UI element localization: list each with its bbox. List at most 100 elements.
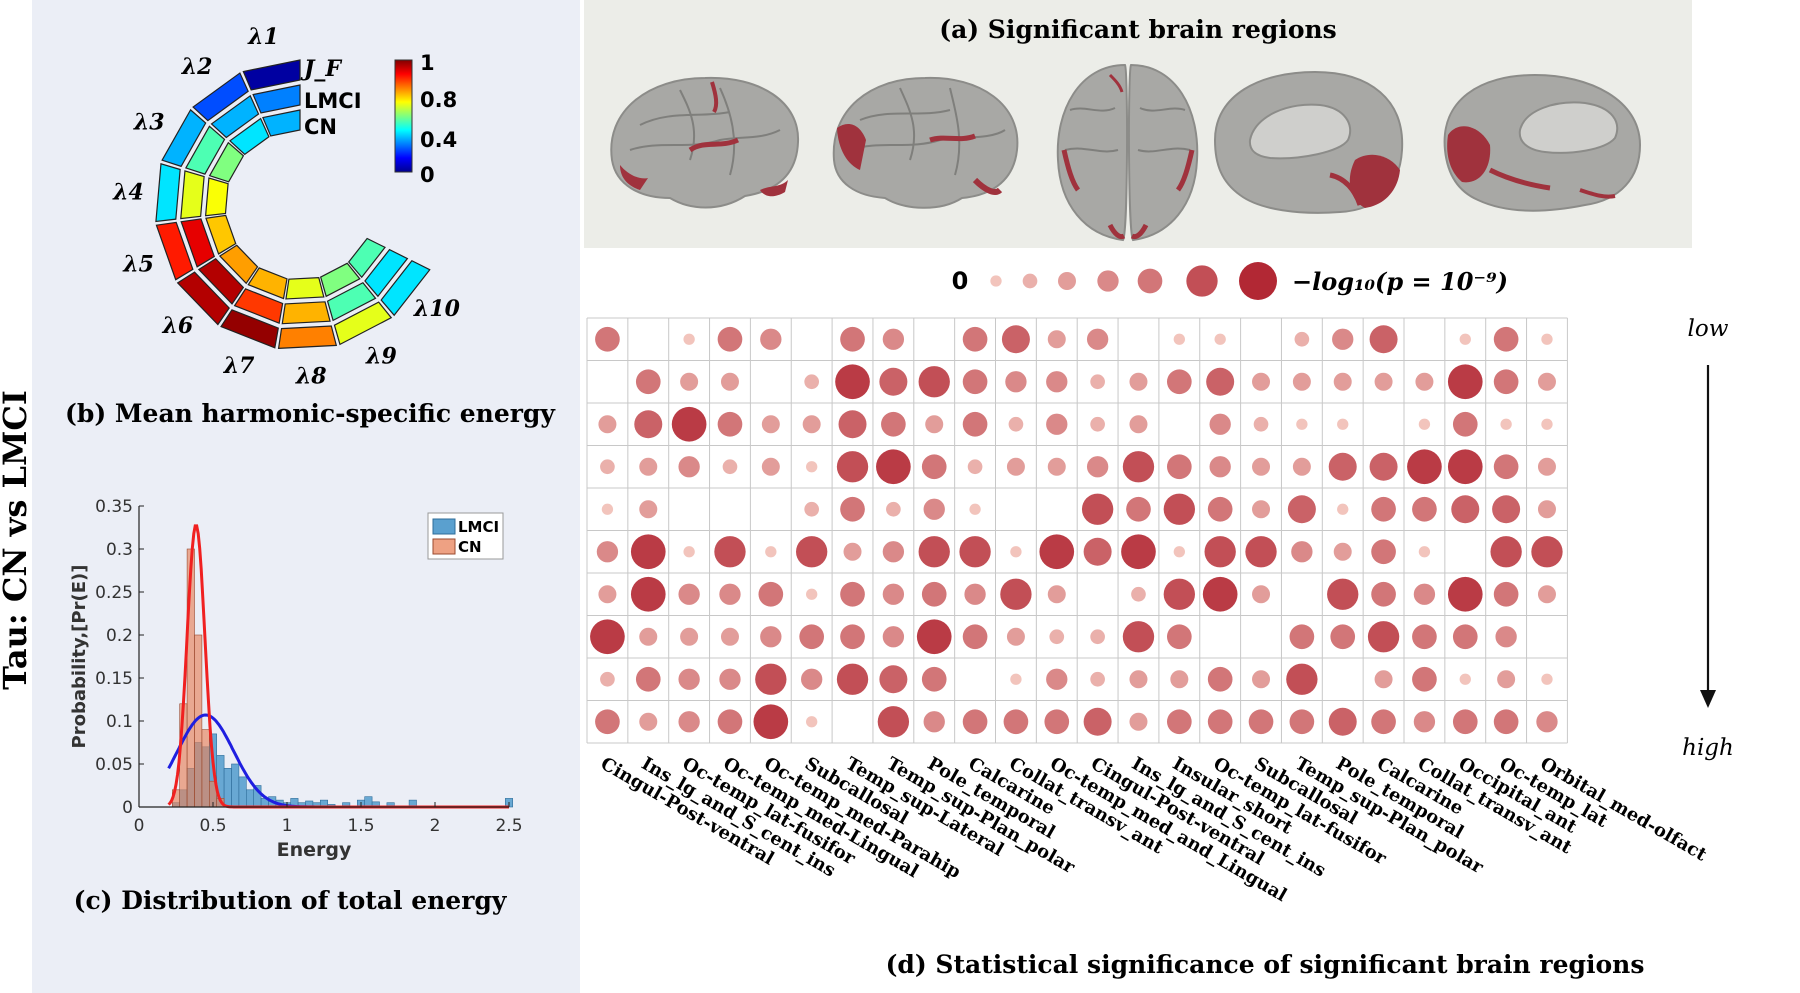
dot-r10-c15 — [1166, 709, 1192, 735]
dot-r5-c10 — [969, 503, 981, 515]
y-axis-label: Probability,[Pr(E)] — [69, 565, 90, 749]
dot-r5-c6 — [804, 501, 820, 517]
dot-r10-c13 — [1083, 707, 1112, 736]
size-legend-dot-7 — [1239, 262, 1277, 300]
dot-r4-c5 — [761, 457, 780, 476]
dot-r4-c3 — [678, 456, 700, 478]
dot-r6-c2 — [630, 534, 666, 570]
dot-r2-c18 — [1292, 372, 1311, 391]
harmonic-labels: λ1 λ2 λ3 λ4 λ5 λ6 λ7 λ8 λ9 λ10 — [112, 24, 461, 390]
dot-r3-c3 — [671, 406, 707, 442]
dot-r8-c22 — [1452, 624, 1478, 650]
dot-r6-c4 — [714, 536, 746, 568]
ring-segment-jf-4 — [155, 163, 181, 223]
dot-r10-c5 — [753, 704, 789, 740]
dot-r9-c18 — [1286, 663, 1318, 695]
dot-r10-c14 — [1129, 712, 1148, 731]
dot-r8-c10 — [962, 624, 988, 650]
dot-r2-c17 — [1252, 372, 1271, 391]
dot-r7-c6 — [806, 588, 818, 600]
harmonic-label-3: λ3 — [133, 109, 165, 135]
dot-r2-c8 — [879, 367, 908, 396]
dot-r3-c19 — [1337, 418, 1349, 430]
dot-r5-c1 — [601, 503, 614, 515]
dot-r1-c19 — [1332, 328, 1354, 350]
dot-r5-c18 — [1287, 495, 1316, 524]
dot-r8-c13 — [1090, 629, 1105, 645]
dot-r7-c8 — [882, 583, 905, 605]
dot-r7-c14 — [1131, 586, 1146, 602]
dot-r10-c21 — [1413, 711, 1436, 733]
dot-r8-c23 — [1495, 626, 1517, 648]
dot-r1-c5 — [760, 328, 782, 350]
dot-r2-c22 — [1447, 364, 1483, 400]
dot-r4-c12 — [1047, 457, 1066, 476]
dot-r2-c24 — [1537, 372, 1556, 391]
y-tick-label-3: 0.15 — [95, 669, 133, 689]
dot-r1-c16 — [1214, 333, 1226, 345]
ring-segment-lmci-4 — [180, 170, 205, 220]
brain-dorsal — [1056, 63, 1199, 242]
dot-r6-c21 — [1418, 546, 1431, 558]
ring-segment-jf-6 — [176, 271, 230, 326]
ring-segment-cn-3 — [208, 141, 245, 183]
dot-r4-c4 — [722, 459, 738, 475]
dot-r10-c20 — [1371, 709, 1396, 735]
dot-r3-c16 — [1209, 413, 1231, 435]
dot-r7-c21 — [1413, 583, 1436, 605]
ring-segment-jf-1 — [242, 59, 301, 91]
dot-r8-c1 — [590, 619, 625, 655]
dot-r3-c9 — [925, 415, 944, 434]
dot-r5-c20 — [1371, 496, 1396, 522]
dot-r8-c20 — [1367, 621, 1400, 653]
ring-segment-jf-9 — [333, 301, 393, 346]
panel-b-caption: (b) Mean harmonic-specific energy — [65, 399, 556, 428]
dot-r5-c15 — [1163, 493, 1195, 525]
dot-r6-c20 — [1371, 539, 1396, 565]
dot-r10-c2 — [639, 712, 658, 731]
dot-r8-c14 — [1122, 621, 1155, 653]
ring-segment-cn-9 — [319, 262, 361, 298]
lmci-bar-24 — [364, 796, 373, 808]
panel-d-caption: (d) Statistical significance of signific… — [886, 950, 1645, 979]
dot-r7-c23 — [1493, 581, 1519, 607]
dot-r4-c13 — [1086, 456, 1109, 478]
x-tick-label-5: 2.5 — [495, 816, 522, 836]
dot-r9-c15 — [1170, 670, 1189, 689]
harmonic-label-8: λ8 — [295, 364, 327, 390]
y-tick-label-4: 0.2 — [106, 626, 133, 646]
dot-r8-c5 — [760, 626, 782, 648]
dot-r3-c2 — [634, 410, 663, 439]
dot-r7-c22 — [1447, 576, 1483, 612]
dot-r9-c24 — [1541, 673, 1553, 685]
row-label-high: high — [1682, 735, 1734, 761]
dot-r9-c11 — [1010, 673, 1022, 685]
dot-r9-c21 — [1412, 666, 1437, 692]
dot-r9-c1 — [600, 671, 615, 687]
dot-r4-c7 — [836, 451, 869, 483]
lmci-bar-7 — [223, 767, 232, 808]
ring-segment-lmci-9 — [326, 281, 377, 322]
ring-segment-cn-1 — [262, 109, 301, 137]
y-tick-label-6: 0.3 — [106, 540, 133, 560]
harmonic-ring — [155, 59, 431, 350]
dot-r10-c23 — [1493, 709, 1519, 735]
dot-r6-c11 — [1010, 546, 1022, 558]
ring-segment-jf-5 — [155, 221, 194, 281]
dot-r4-c20 — [1369, 452, 1398, 481]
size-legend-zero: 0 — [952, 267, 969, 295]
dot-r8-c18 — [1289, 624, 1315, 650]
dot-r3-c23 — [1500, 418, 1512, 430]
dot-r9-c16 — [1207, 666, 1233, 692]
dot-r2-c3 — [680, 372, 699, 391]
dot-r4-c18 — [1292, 457, 1311, 476]
dot-r2-c15 — [1166, 369, 1192, 395]
dot-r3-c12 — [1046, 413, 1068, 435]
dot-r8-c2 — [639, 627, 658, 646]
dot-r10-c17 — [1248, 709, 1274, 735]
ring-segment-lmci-1 — [252, 84, 301, 114]
dot-r5-c17 — [1252, 500, 1271, 519]
x-tick-label-3: 1.5 — [347, 816, 374, 836]
dot-r1-c22 — [1459, 333, 1471, 345]
